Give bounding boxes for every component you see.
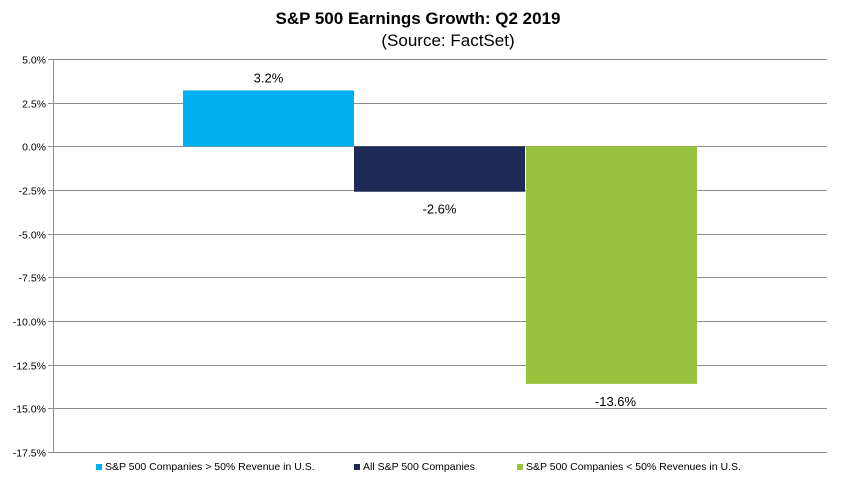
y-tick-label: -17.5% bbox=[13, 448, 46, 460]
y-tick-label: -10.0% bbox=[13, 317, 46, 329]
legend-swatch bbox=[354, 464, 360, 470]
bar bbox=[183, 90, 354, 147]
data-labels: 3.2% -2.6% -13.6% bbox=[254, 70, 637, 408]
legend-label: S&P 500 Companies < 50% Revenues in U.S. bbox=[526, 461, 741, 473]
legend: S&P 500 Companies > 50% Revenue in U.S. A… bbox=[96, 461, 741, 473]
y-tick-label: -7.5% bbox=[19, 273, 46, 285]
y-tick-label: 5.0% bbox=[22, 55, 46, 67]
y-tick-label: -15.0% bbox=[13, 404, 46, 416]
legend-label: All S&P 500 Companies bbox=[363, 461, 475, 473]
data-label: -2.6% bbox=[423, 202, 457, 217]
legend-swatch bbox=[517, 464, 523, 470]
bar bbox=[354, 146, 525, 192]
y-tick-label: 0.0% bbox=[22, 142, 46, 154]
bar bbox=[526, 146, 697, 384]
legend-label: S&P 500 Companies > 50% Revenue in U.S. bbox=[105, 461, 315, 473]
chart-subtitle: (Source: FactSet) bbox=[381, 31, 514, 50]
chart-title: S&P 500 Earnings Growth: Q2 2019 bbox=[275, 9, 560, 28]
data-label: -13.6% bbox=[595, 394, 637, 409]
data-label: 3.2% bbox=[254, 70, 284, 85]
y-tick-label: -5.0% bbox=[19, 230, 46, 242]
y-tick-label: -2.5% bbox=[19, 186, 46, 198]
bars bbox=[183, 90, 697, 384]
y-tick-label: -12.5% bbox=[13, 361, 46, 373]
y-tick-label: 2.5% bbox=[22, 99, 46, 111]
gridlines bbox=[48, 59, 827, 453]
y-axis-ticks: 5.0% 2.5% 0.0% -2.5% -5.0% -7.5% -10.0% -12.5% -… bbox=[13, 55, 46, 460]
legend-swatch bbox=[96, 464, 102, 470]
